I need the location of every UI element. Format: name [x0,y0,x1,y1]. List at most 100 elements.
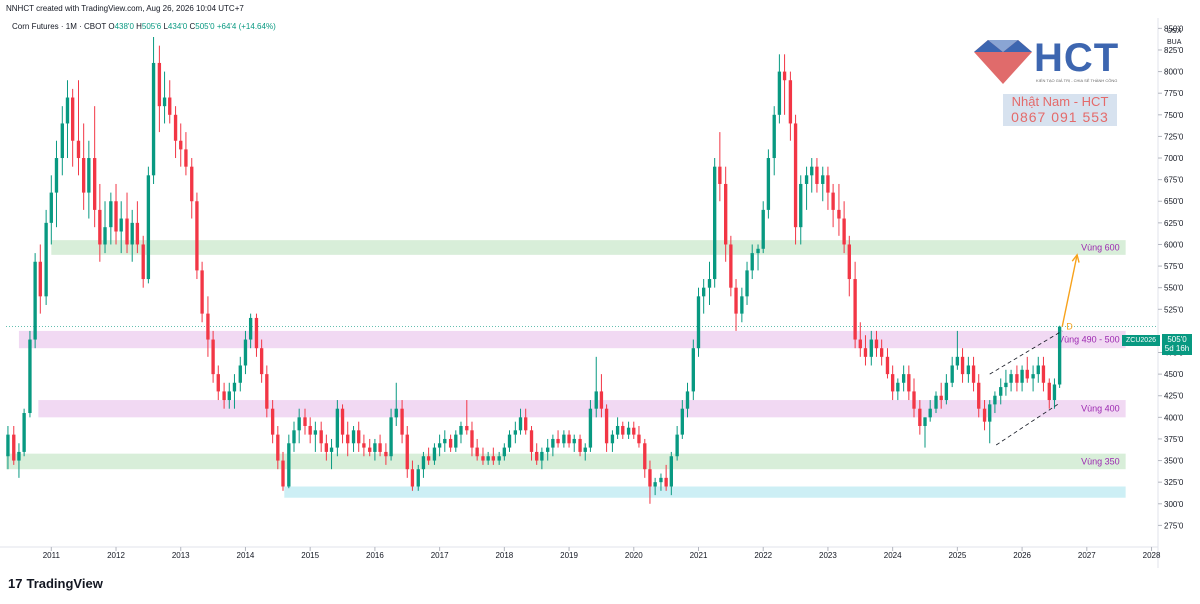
price-zones: Vùng 600 Vùng 490 - 500 Vùng 400 Vùng 350 [6,240,1126,498]
candle-body [410,469,415,487]
candle-body [60,123,64,159]
candle-body [513,430,518,435]
candle-body [76,140,81,159]
zone-label: Vùng 600 [1081,242,1120,252]
candle-body [243,339,248,366]
price-tick-label: 375'0 [1164,435,1184,444]
candle-body [238,365,242,383]
candle-body [87,158,91,193]
candle-body [162,97,167,107]
time-tick-label: 2018 [495,551,513,560]
zone-band [51,240,1126,255]
candle-body [993,395,997,405]
candle-body [669,456,673,487]
ticker-label: ZCU2026 [1122,335,1160,346]
price-tick-label: 400'0 [1164,413,1184,422]
candle-body [292,430,296,444]
candle-body [1052,384,1057,401]
time-tick-label: 2011 [43,551,61,560]
candle-body [151,62,156,176]
candle-body [529,430,534,452]
time-tick-label: 2020 [625,551,643,560]
candle-body [928,408,932,418]
candle-body [497,456,501,461]
candle-body [740,296,744,314]
candle-body [173,114,178,141]
candle-body [362,443,366,448]
candle-body [426,456,431,461]
candle-body [335,408,340,448]
candle-body [179,140,183,150]
tradingview-logo[interactable]: 17 TradingView [8,576,103,591]
candle-body [184,149,188,167]
channel-lower-line [995,404,1058,446]
candle-body [599,391,604,409]
candle-body [540,451,544,461]
diamond-facet [1003,40,1032,52]
candle-body [879,348,884,357]
candle-body [853,279,857,340]
candle-body [475,447,479,457]
time-tick-label: 2014 [237,551,255,560]
candle-body [481,456,485,461]
candle-body [821,175,825,184]
candle-body [588,408,593,448]
candle-body [810,166,814,176]
candle-body [562,434,566,444]
candle-body [837,209,841,219]
candle-body [934,395,938,409]
candle-body [734,287,738,314]
price-tick-label: 725'0 [1164,132,1184,141]
candle-body [486,456,490,461]
open-label: O [108,22,115,31]
candle-body [664,477,668,487]
candle-body [38,261,42,297]
last-price-value: 505'0 [1167,335,1187,344]
candle-body [869,339,873,357]
time-tick-label: 2019 [560,551,578,560]
channel-upper-line [989,330,1063,375]
logo-tagline: KIẾN TẠO GIÁ TRỊ - CHIA SẺ THÀNH CÔNG [1036,78,1118,83]
candle-body [200,270,204,314]
candle-body [950,365,954,383]
candle-body [621,425,625,435]
candle-body [691,348,695,392]
candle-body [907,374,911,392]
candle-body [195,201,199,271]
candle-body [793,123,798,228]
candle-body [724,183,728,245]
price-tick-label: 825'0 [1164,46,1184,55]
price-tick-label: 525'0 [1164,305,1184,314]
candle-body [696,296,701,349]
candle-body [437,443,442,448]
candle-body [923,417,927,426]
diamond-facet [988,40,1018,52]
price-axis[interactable]: 275'0 300'0 325'0 350'0 375'0 400'0 425'0 450'0… [1158,24,1184,530]
time-axis[interactable]: 2011 2012 2013 2014 2015 2016 2017 2018 2019 2020… [43,547,1161,560]
candle-body [675,434,679,457]
low-label: L [163,22,168,31]
candle-body [232,382,237,392]
candle-body [971,365,976,383]
candle-body [254,317,259,349]
price-tick-label: 750'0 [1164,111,1184,120]
currency-unit[interactable]: USX BUA [1167,26,1181,48]
candle-body [17,451,21,461]
candle-body [313,430,318,435]
candle-body [109,201,113,228]
close-label: C [189,22,196,31]
candle-body [114,201,118,232]
candle-body [1047,382,1051,401]
candle-body [912,391,916,409]
candle-body [12,434,16,461]
high-label: H [136,22,142,31]
price-tick-label: 800'0 [1164,68,1184,77]
candle-body [54,158,59,193]
time-tick-label: 2026 [1013,551,1031,560]
chart-caption: NNHCT created with TradingView.com, Aug … [6,4,244,13]
candle-body [265,374,269,409]
candle-body [416,469,420,487]
candle-body [858,339,862,349]
